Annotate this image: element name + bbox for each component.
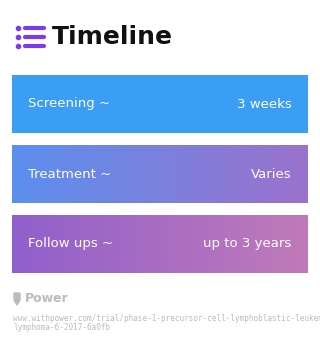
Polygon shape: [14, 293, 20, 305]
Text: Timeline: Timeline: [52, 25, 173, 49]
Text: lymphoma-6-2017-6a0fb: lymphoma-6-2017-6a0fb: [13, 323, 110, 332]
Text: Power: Power: [25, 293, 69, 305]
Text: www.withpower.com/trial/phase-1-precursor-cell-lymphoblastic-leukemia-: www.withpower.com/trial/phase-1-precurso…: [13, 314, 320, 323]
